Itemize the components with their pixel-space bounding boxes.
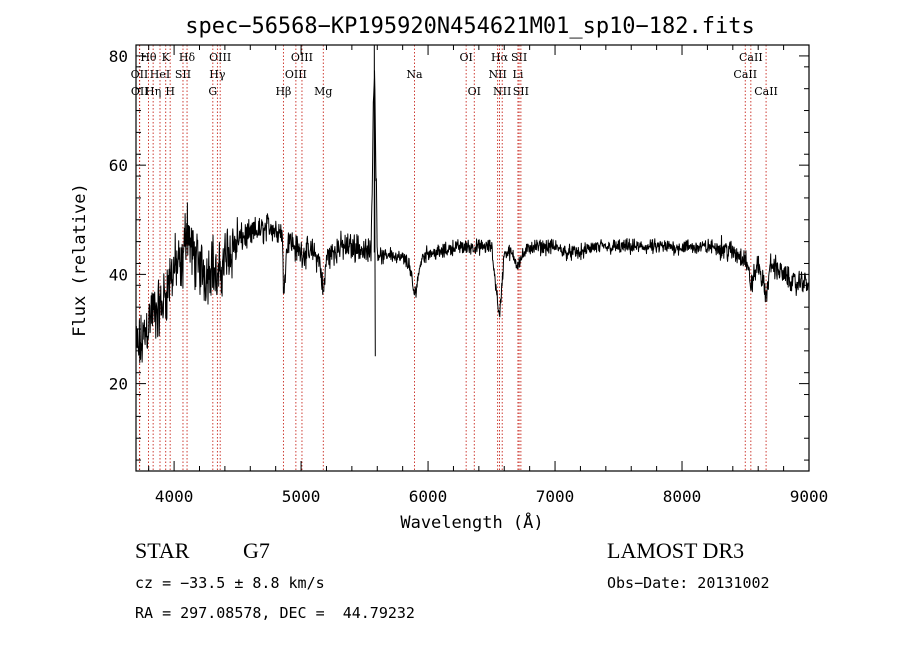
x-tick-label: 7000 [536, 487, 575, 506]
y-tick-label: 60 [109, 156, 128, 175]
x-tick-label: 4000 [155, 487, 194, 506]
line-marker-label: Li [513, 68, 524, 81]
line-marker-label: Hγ [209, 68, 226, 81]
redshift-value: cz = −33.5 ± 8.8 km/s [135, 574, 325, 592]
object-subclass: G7 [243, 538, 270, 563]
line-marker-label: OII [131, 85, 149, 98]
line-marker-label: SII [511, 51, 527, 64]
plot-frame [135, 44, 810, 472]
survey-name: LAMOST DR3 [607, 538, 745, 563]
line-marker-label: Hδ [179, 51, 196, 64]
line-marker-label: OIII [285, 68, 307, 81]
y-axis-label: Flux (relative) [70, 183, 90, 337]
x-tick-label: 8000 [663, 487, 702, 506]
line-marker-label: OI [468, 85, 481, 98]
coordinates: RA = 297.08578, DEC = 44.79232 [135, 604, 415, 622]
y-tick-label: 80 [109, 47, 128, 66]
x-tick-label: 5000 [282, 487, 321, 506]
line-marker-label: CaII [754, 85, 778, 98]
line-marker-label: NII [488, 68, 506, 81]
line-marker-label: Na [406, 68, 423, 81]
line-marker-label: NII [493, 85, 511, 98]
y-tick-label: 20 [109, 375, 128, 394]
line-marker-label: Hθ [140, 51, 157, 64]
line-marker-label: Mg [314, 85, 332, 98]
object-class: STAR [135, 538, 190, 563]
line-marker-label: OIII [209, 51, 231, 64]
line-marker-label: CaII [733, 68, 757, 81]
x-axis-label: Wavelength (Å) [400, 511, 543, 533]
line-marker-label: SII [175, 68, 191, 81]
chart-title: spec−56568−KP195920N454621M01_sp10−182.f… [185, 14, 755, 39]
x-tick-label: 6000 [409, 487, 448, 506]
line-marker-label: OI [459, 51, 472, 64]
line-marker-label: HeI [150, 68, 170, 81]
line-marker-label: Hβ [275, 85, 291, 98]
obs-date: Obs−Date: 20131002 [607, 574, 770, 592]
line-marker-label: Hα [491, 51, 509, 64]
line-marker-label: CaII [739, 51, 763, 64]
line-marker-label: H [165, 85, 175, 98]
line-marker-label: SII [513, 85, 529, 98]
line-marker-label: K [162, 51, 171, 64]
x-tick-label: 9000 [790, 487, 829, 506]
y-tick-label: 40 [109, 265, 128, 284]
line-marker-label: Hη [145, 85, 161, 98]
line-marker-label: OIII [291, 51, 313, 64]
line-marker-label: G [208, 85, 217, 98]
